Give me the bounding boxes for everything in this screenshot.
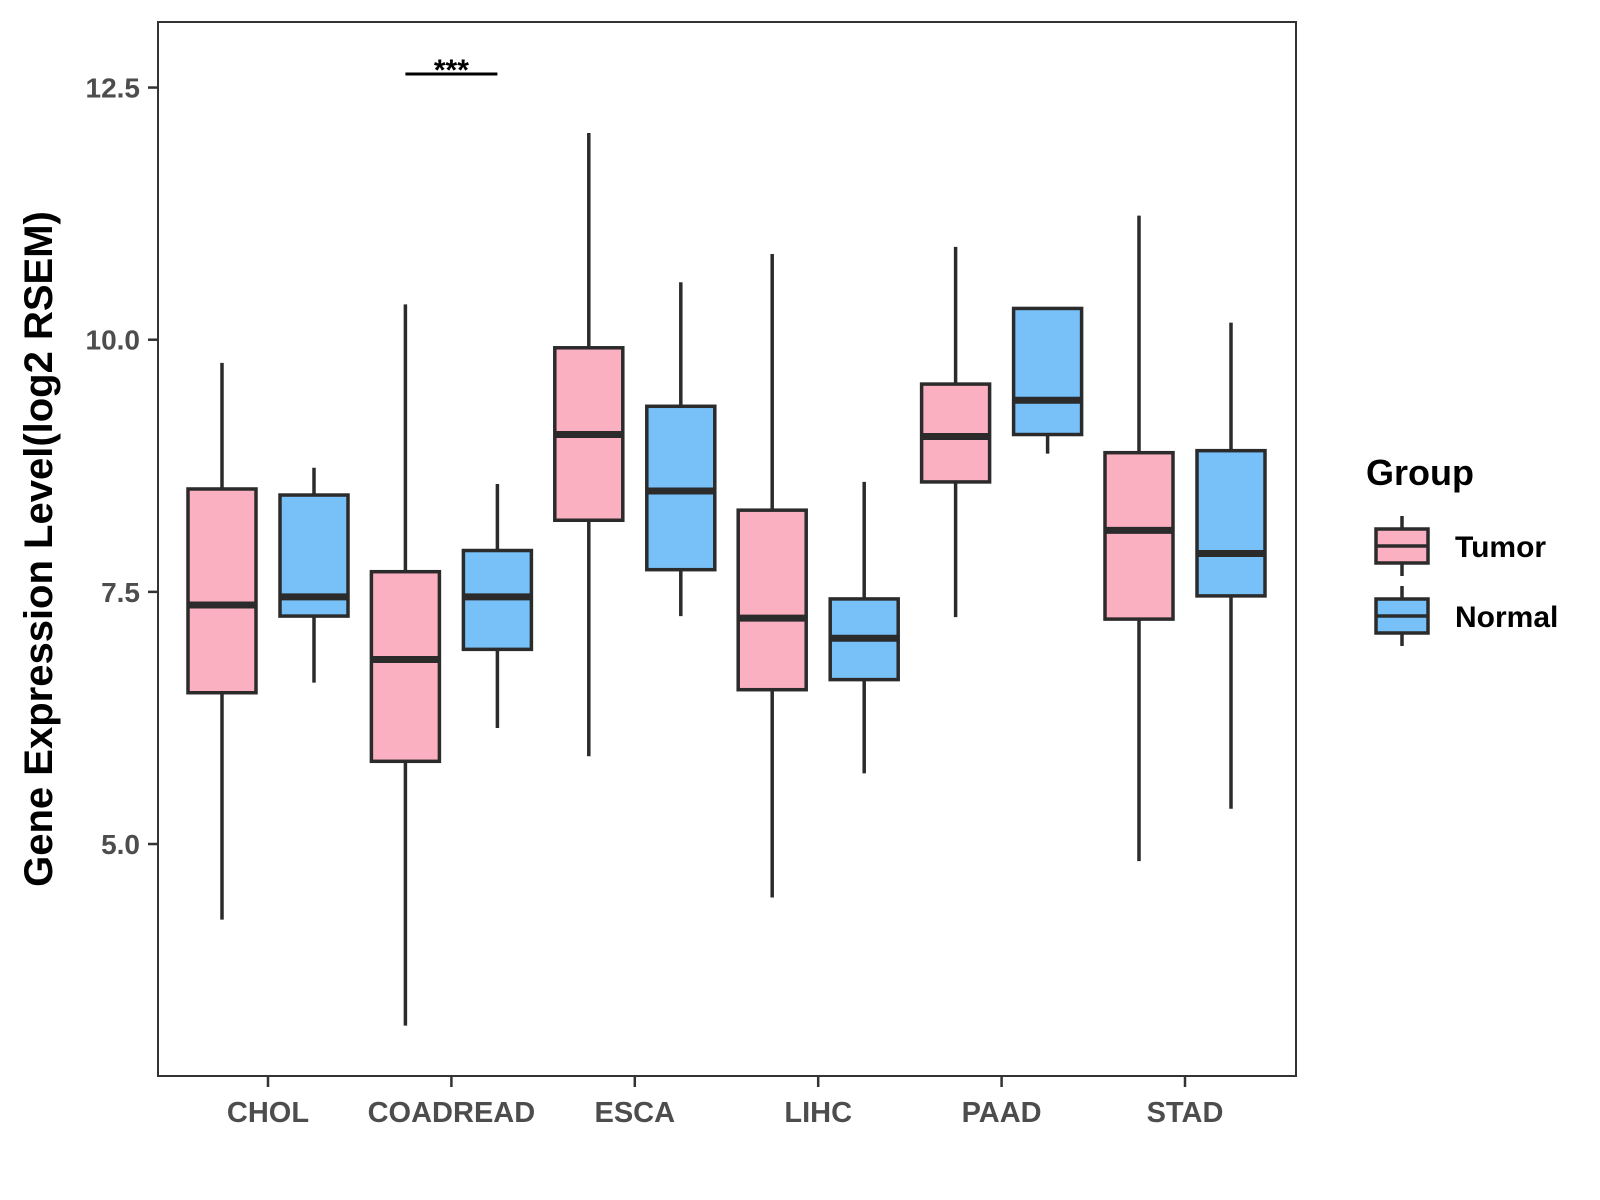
legend-key-tumor (1374, 516, 1430, 576)
box-body-paad-tumor (919, 382, 992, 484)
box-lihc-tumor (736, 253, 808, 898)
box-body-lihc-tumor (736, 508, 808, 692)
plot-panel-border (157, 21, 1297, 1077)
box-coadread-tumor (369, 304, 442, 1026)
box-esca-tumor (553, 132, 625, 757)
box-stad-tumor (1103, 215, 1175, 862)
x-tick-label-stad: STAD (1147, 1097, 1224, 1129)
plot-layer (186, 132, 1267, 1026)
y-tick-label-10.0: 10.0 (86, 325, 141, 356)
legend-key-normal (1374, 586, 1430, 646)
box-lihc-normal (828, 481, 900, 774)
box-body-chol-tumor (186, 487, 258, 695)
box-chol-tumor (186, 362, 258, 920)
x-tick-label-lihc: LIHC (784, 1097, 852, 1129)
box-paad-normal (1011, 306, 1084, 454)
box-body-coadread-tumor (369, 569, 442, 764)
box-body-stad-tumor (1103, 450, 1175, 621)
box-body-stad-normal (1195, 448, 1267, 598)
x-tick-label-coadread: COADREAD (368, 1097, 536, 1129)
legend: Group Tumor Normal (1366, 452, 1558, 646)
box-body-paad-normal (1011, 306, 1084, 437)
box-stad-normal (1195, 322, 1267, 809)
box-paad-tumor (919, 246, 992, 618)
box-esca-normal (645, 282, 717, 617)
x-tick-label-chol: CHOL (227, 1097, 309, 1129)
box-coadread-normal (461, 483, 534, 729)
legend-title: Group (1366, 452, 1474, 493)
y-tick-label-5.0: 5.0 (101, 829, 140, 860)
y-axis-title: Gene Expression Level(log2 RSEM) (17, 211, 61, 887)
x-tick-label-esca: ESCA (595, 1097, 676, 1129)
significance-label-coadread: *** (434, 54, 469, 87)
y-tick-label-12.5: 12.5 (86, 73, 141, 104)
axis-layer: 5.0 7.5 10.0 12.5 CHOL COADREAD ESCA LIHC PAAD ST… (86, 54, 1224, 1129)
y-tick-label-7.5: 7.5 (101, 577, 140, 608)
legend-label-tumor: Tumor (1455, 531, 1546, 564)
x-tick-label-paad: PAAD (962, 1097, 1042, 1129)
box-chol-normal (278, 467, 350, 683)
legend-label-normal: Normal (1455, 601, 1558, 634)
